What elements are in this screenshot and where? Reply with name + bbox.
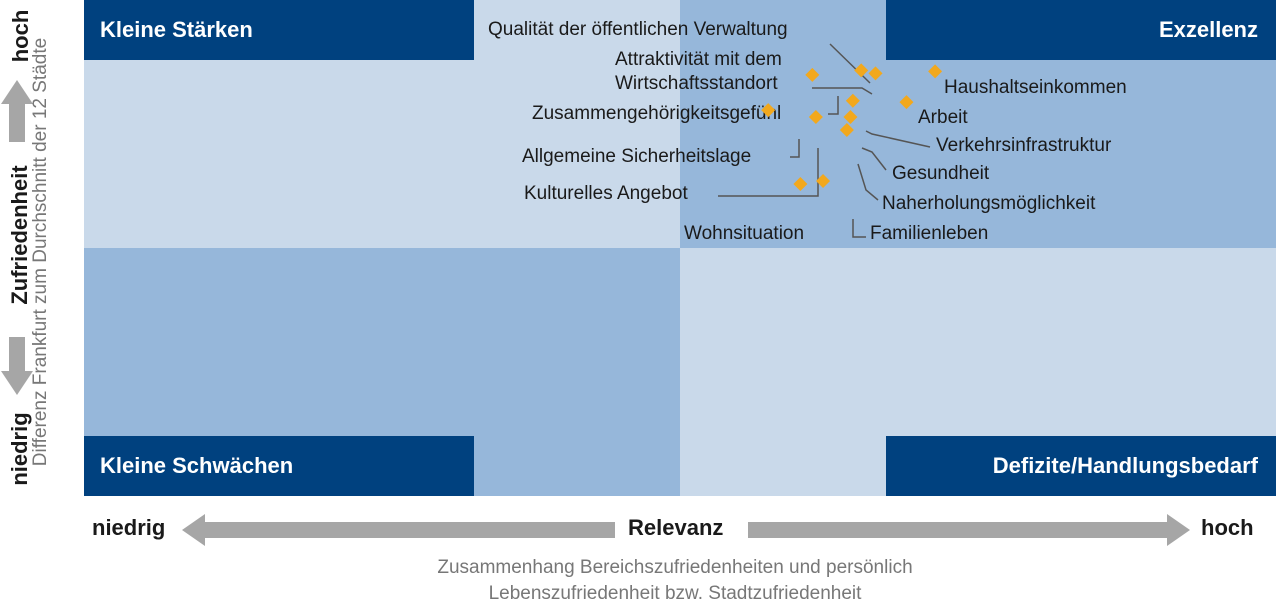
x-axis-low-label: niedrig bbox=[92, 515, 166, 540]
point-label: Gesundheit bbox=[892, 163, 990, 184]
leader-line bbox=[718, 148, 819, 197]
y-arrow-up-head bbox=[1, 80, 33, 104]
banner-kleine-staerken: Kleine Stärken bbox=[84, 0, 474, 60]
scatter-point bbox=[805, 67, 820, 82]
y-arrow-down-head bbox=[1, 371, 33, 395]
caption-line-2: Lebenszufriedenheit bzw. Stadtzufriedenh… bbox=[488, 583, 862, 604]
x-arrow-left-shaft bbox=[200, 522, 615, 538]
scatter-point bbox=[808, 110, 823, 125]
x-axis-title: Relevanz bbox=[628, 515, 724, 540]
point-label: Arbeit bbox=[918, 107, 968, 128]
scatter-point bbox=[761, 103, 776, 118]
scatter-point bbox=[854, 63, 869, 78]
point-label: Naherholungsmöglichkeit bbox=[882, 193, 1096, 214]
point-label: Zusammengehörigkeitsgefühl bbox=[532, 103, 781, 124]
x-arrow-left-head bbox=[182, 514, 205, 546]
y-arrow-down-shaft bbox=[9, 337, 25, 372]
point-label: Haushaltseinkommen bbox=[944, 77, 1127, 98]
point-label: Attraktivität mit dem Wirtschaftsstandort bbox=[615, 49, 782, 94]
scatter-point bbox=[845, 93, 860, 108]
leader-line bbox=[865, 130, 931, 148]
scatter-point bbox=[928, 64, 943, 79]
leader-line bbox=[861, 147, 887, 171]
scatter-point bbox=[816, 174, 831, 189]
leader-line bbox=[857, 163, 879, 201]
leader-line bbox=[790, 139, 800, 158]
leader-line bbox=[828, 96, 839, 115]
y-axis-subtitle: Differenz Frankfurt zum Durchschnitt der… bbox=[30, 37, 51, 467]
x-axis-high-label: hoch bbox=[1201, 515, 1254, 540]
scatter-point bbox=[899, 95, 914, 110]
leader-line bbox=[812, 87, 873, 95]
scatter-point bbox=[868, 66, 883, 81]
banner-kleine-schwaechen: Kleine Schwächen bbox=[84, 436, 474, 496]
point-label: Wohnsituation bbox=[684, 223, 804, 244]
banner-exzellenz: Exzellenz bbox=[886, 0, 1276, 60]
x-arrow-right-head bbox=[1167, 514, 1190, 546]
scatter-point bbox=[843, 110, 858, 125]
leader-line bbox=[852, 219, 866, 238]
point-label: Familienleben bbox=[870, 223, 988, 244]
point-label: Qualität der öffentlichen Verwaltung bbox=[488, 19, 788, 40]
point-label: Kulturelles Angebot bbox=[524, 183, 688, 204]
banner-defizite: Defizite/Handlungsbedarf bbox=[886, 436, 1276, 496]
caption-line-1: Zusammenhang Bereichszufriedenheiten und… bbox=[437, 557, 913, 578]
x-arrow-right-shaft bbox=[748, 522, 1173, 538]
point-label: Allgemeine Sicherheitslage bbox=[522, 146, 751, 167]
y-arrow-up-shaft bbox=[9, 104, 25, 142]
scatter-point bbox=[839, 122, 854, 137]
scatter-point bbox=[793, 177, 808, 192]
point-label: Verkehrsinfrastruktur bbox=[936, 135, 1112, 156]
leader-line bbox=[829, 43, 871, 84]
